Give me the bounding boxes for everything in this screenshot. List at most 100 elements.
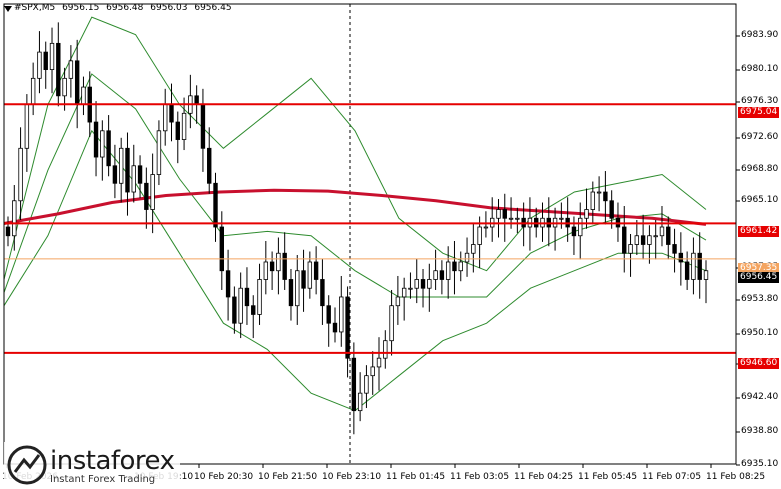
- candle-body: [118, 147, 124, 184]
- candle-body: [672, 244, 677, 254]
- logo-tagline: Instant Forex Trading: [50, 474, 156, 485]
- candle-body: [666, 226, 671, 245]
- candle-body: [56, 42, 61, 97]
- time-tick-label: 11 Feb 04:25: [514, 472, 574, 482]
- price-tick-label: 6968.80: [741, 164, 779, 174]
- price-tick-label: 6965.10: [741, 195, 779, 205]
- candle-body: [483, 226, 489, 229]
- candle-body: [163, 104, 168, 132]
- candle-body: [678, 252, 684, 263]
- candle-body: [515, 217, 520, 220]
- time-tick-label: 11 Feb 03:05: [450, 472, 510, 482]
- candle-body: [313, 261, 319, 280]
- candle-body: [24, 104, 30, 149]
- candle-body: [181, 112, 187, 140]
- candle-body: [502, 209, 507, 219]
- time-tick-label: 11 Feb 05:45: [578, 472, 638, 482]
- price-tick-label: 6942.40: [741, 392, 779, 402]
- candle-body: [232, 296, 237, 324]
- candle-body: [301, 270, 306, 289]
- candle-body: [427, 279, 432, 289]
- level-badge-6961: 6961.42: [738, 226, 780, 237]
- candle-body: [200, 104, 206, 149]
- candle-body: [339, 296, 344, 333]
- candle-body: [471, 244, 476, 254]
- candle-body: [609, 200, 614, 219]
- candle-body: [251, 305, 256, 315]
- candle-body: [131, 165, 136, 193]
- candle-body: [244, 287, 250, 307]
- chart-frame: [3, 3, 740, 468]
- bollinger-upper-line: [3, 16, 707, 280]
- candle-body: [257, 279, 262, 315]
- low-value: 6956.03: [150, 3, 188, 13]
- candle-body: [332, 322, 338, 333]
- time-tick-label: 11 Feb 07:05: [642, 472, 702, 482]
- close-value: 6956.45: [194, 3, 232, 13]
- candle-body: [634, 235, 640, 245]
- candle-body: [703, 270, 709, 280]
- candle-body: [477, 226, 482, 245]
- current-price-badge: 6956.45: [738, 272, 780, 283]
- candle-body: [622, 226, 627, 254]
- symbol-header: #SPX,M5 6956.15 6956.48 6956.03 6956.45: [14, 3, 236, 13]
- candle-body: [640, 235, 646, 245]
- candle-body: [496, 209, 501, 219]
- horizontal-levels: [4, 103, 736, 354]
- candle-body: [100, 130, 105, 158]
- candle-body: [458, 261, 463, 272]
- candle-body: [175, 121, 180, 140]
- dropdown-triangle-icon[interactable]: [4, 6, 12, 12]
- candle-body: [420, 279, 426, 289]
- candlestick-series: [5, 22, 709, 435]
- symbol-label: #SPX,M5: [14, 3, 56, 13]
- candle-body: [383, 340, 388, 359]
- candle-body: [137, 165, 143, 184]
- candle-body: [401, 287, 407, 298]
- candle-body: [395, 296, 401, 307]
- candle-body: [207, 147, 212, 184]
- instaforex-logo-icon: [7, 445, 47, 485]
- candle-body: [571, 226, 577, 237]
- candle-body: [18, 147, 23, 202]
- candle-body: [307, 261, 313, 289]
- candle-body: [295, 270, 300, 307]
- candle-body: [351, 357, 357, 412]
- time-tick-label: 10 Feb 21:50: [258, 472, 318, 482]
- time-tick-label: 10 Feb 23:10: [322, 472, 382, 482]
- candle-body: [62, 77, 67, 97]
- candle-body: [439, 270, 445, 280]
- candle-body: [452, 261, 457, 272]
- bid-price-badge: 6957.35: [738, 263, 780, 274]
- candle-body: [169, 104, 174, 123]
- time-tick-label: 11 Feb 08:25: [706, 472, 766, 482]
- candle-body: [112, 165, 118, 184]
- candle-body: [150, 174, 155, 210]
- candle-body: [276, 252, 281, 272]
- candle-body: [74, 60, 80, 105]
- candle-body: [445, 261, 451, 280]
- candle-body: [30, 77, 36, 105]
- candle-body: [389, 305, 394, 342]
- instaforex-watermark: instaforex Instant Forex Trading: [4, 442, 180, 488]
- candle-body: [370, 366, 375, 377]
- candle-body: [684, 261, 690, 280]
- level-badge-6975: 6975.04: [738, 107, 780, 118]
- candle-body: [345, 296, 350, 359]
- candle-body: [219, 226, 225, 272]
- price-tick-label: 6972.60: [741, 132, 779, 142]
- candle-body: [49, 42, 55, 70]
- candle-body: [697, 252, 702, 280]
- candle-body: [125, 147, 130, 193]
- candle-body: [647, 235, 652, 245]
- candle-body: [364, 375, 369, 394]
- candle-body: [282, 252, 287, 280]
- candle-body: [659, 226, 665, 237]
- candle-body: [691, 252, 696, 280]
- candle-body: [68, 60, 74, 79]
- level-badge-6946: 6946.60: [738, 358, 780, 369]
- candle-body: [414, 279, 419, 289]
- price-tick-label: 6980.10: [741, 64, 779, 74]
